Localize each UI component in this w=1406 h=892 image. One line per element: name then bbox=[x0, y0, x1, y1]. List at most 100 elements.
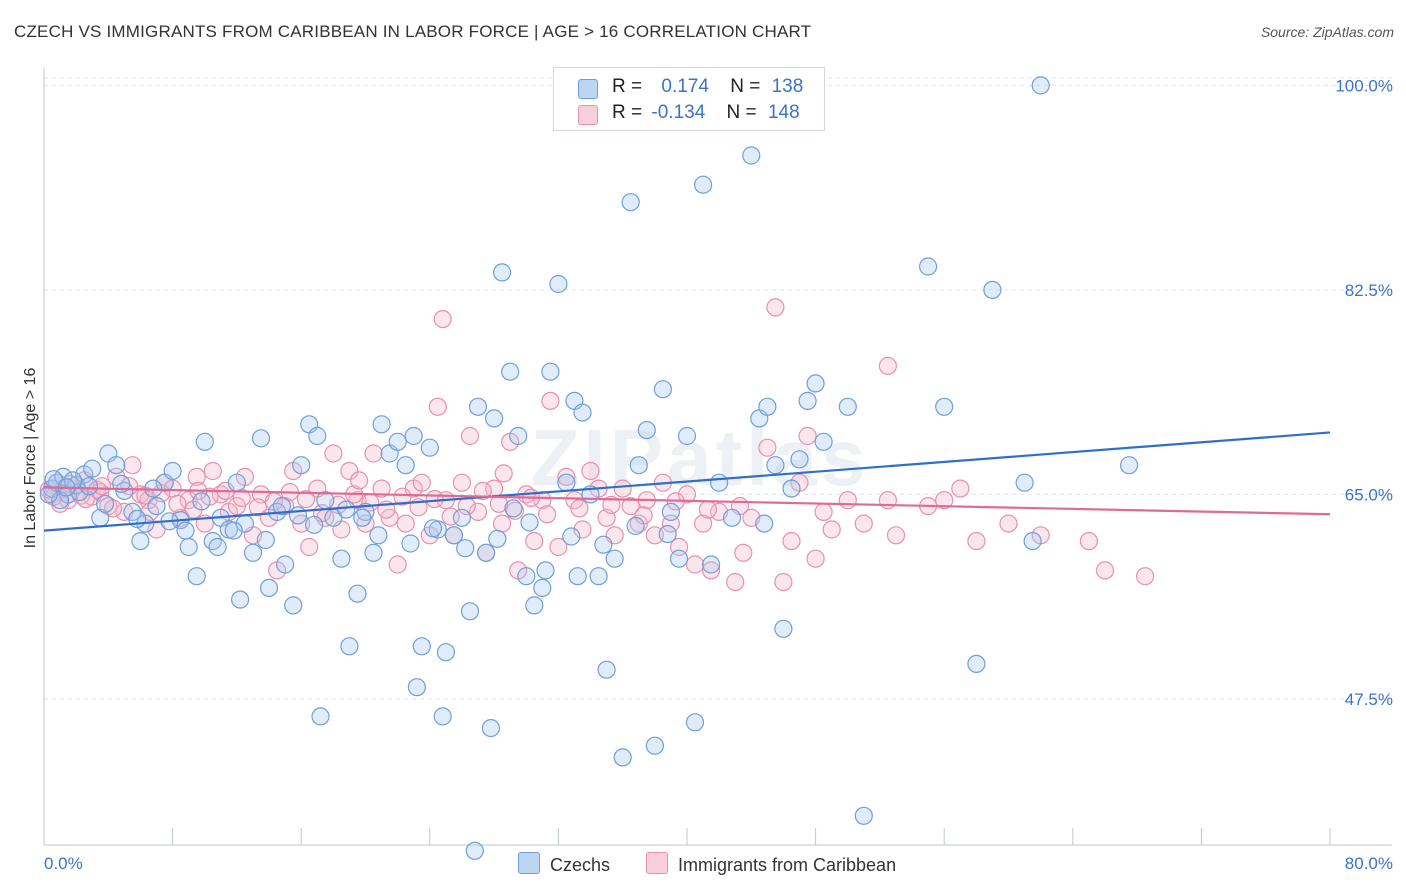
czech-point bbox=[224, 521, 243, 540]
czech-point bbox=[276, 555, 295, 574]
y-tick-label: 47.5% bbox=[1345, 690, 1393, 709]
caribbean-point bbox=[493, 514, 512, 533]
czech-point bbox=[1015, 473, 1034, 492]
caribbean-point bbox=[967, 531, 986, 551]
czech-point bbox=[573, 403, 592, 422]
caribbean-point bbox=[573, 520, 592, 539]
caribbean-point bbox=[570, 499, 589, 518]
caribbean-point bbox=[758, 438, 777, 457]
czech-point bbox=[311, 707, 330, 726]
caribbean-point bbox=[425, 490, 444, 509]
caribbean-point bbox=[428, 397, 447, 416]
legend-n-label: N = bbox=[730, 76, 761, 97]
correlation-legend: R = 0.174 N = 138 R = -0.134 N = 148 bbox=[553, 67, 825, 131]
chart-title: CZECH VS IMMIGRANTS FROM CARIBBEAN IN LA… bbox=[14, 22, 812, 41]
czech-point bbox=[709, 473, 729, 492]
caribbean-point bbox=[412, 473, 431, 492]
czech-point bbox=[372, 415, 391, 434]
czech-point bbox=[231, 590, 250, 609]
caribbean-point bbox=[433, 310, 452, 329]
caribbean-trend-line bbox=[43, 486, 1331, 516]
caribbean-point bbox=[1135, 567, 1155, 586]
caribbean-point bbox=[701, 561, 721, 580]
czech-point bbox=[420, 438, 439, 457]
legend-swatch-blue bbox=[578, 79, 598, 99]
czech-point bbox=[187, 567, 206, 586]
czech-point bbox=[658, 524, 677, 544]
caribbean-point bbox=[822, 520, 841, 539]
czech-point bbox=[742, 146, 761, 165]
caribbean-point bbox=[300, 537, 319, 557]
czech-point bbox=[332, 549, 351, 568]
caribbean-point bbox=[549, 537, 568, 557]
czech-point bbox=[348, 584, 367, 603]
czech-point bbox=[485, 409, 504, 428]
caribbean-point bbox=[324, 444, 343, 463]
caribbean-point bbox=[396, 514, 415, 533]
legend-r-value: -0.134 bbox=[651, 102, 706, 123]
caribbean-point bbox=[693, 514, 713, 533]
caribbean-point bbox=[364, 444, 383, 463]
czech-point bbox=[669, 549, 689, 568]
czech-point bbox=[533, 578, 552, 598]
caribbean-point bbox=[452, 473, 471, 492]
czech-point bbox=[481, 718, 500, 738]
trend-lines bbox=[43, 431, 1331, 532]
czech-point bbox=[557, 473, 576, 492]
caribbean-point bbox=[296, 490, 316, 509]
czech-point bbox=[806, 374, 825, 393]
caribbean-point bbox=[557, 467, 576, 486]
caribbean-point bbox=[340, 461, 359, 481]
legend-r-label: R = bbox=[612, 76, 643, 97]
caribbean-point bbox=[92, 477, 112, 496]
caribbean-point bbox=[203, 461, 222, 481]
y-axis-label: In Labor Force | Age > 16 bbox=[22, 368, 39, 549]
czech-point bbox=[452, 508, 471, 527]
caribbean-point bbox=[806, 549, 825, 568]
caribbean-point bbox=[734, 543, 753, 562]
caribbean-point bbox=[473, 481, 492, 500]
czech-point bbox=[288, 506, 308, 525]
czech-point bbox=[292, 456, 311, 475]
czech-point bbox=[243, 543, 263, 562]
bottom-legend-caribbean-label: Immigrants from Caribbean bbox=[678, 855, 897, 875]
czech-point bbox=[935, 397, 954, 416]
legend-swatch-pink bbox=[578, 105, 598, 125]
czech-trend-line bbox=[43, 431, 1331, 532]
caribbean-point bbox=[168, 494, 187, 513]
czech-point bbox=[83, 459, 102, 478]
caribbean-point bbox=[621, 497, 640, 516]
czech-point bbox=[626, 516, 645, 536]
czech-point bbox=[854, 806, 873, 825]
czech-point bbox=[605, 549, 624, 568]
czech-point bbox=[509, 426, 528, 446]
caribbean-point bbox=[581, 461, 600, 481]
czech-point bbox=[693, 175, 713, 194]
czech-point bbox=[388, 432, 407, 451]
caribbean-point bbox=[460, 426, 480, 446]
tick-labels: 47.5% 65.0% 82.5% 100.0% 0.0% 80.0% bbox=[44, 76, 1393, 873]
czech-point bbox=[353, 508, 372, 527]
czech-point bbox=[594, 535, 613, 554]
legend-r-value: 0.174 bbox=[661, 76, 709, 97]
caribbean-point bbox=[187, 467, 206, 486]
czech-points bbox=[39, 76, 1139, 860]
caribbean-point bbox=[999, 514, 1018, 533]
czech-point bbox=[444, 526, 463, 545]
czech-point bbox=[685, 713, 705, 732]
czech-point bbox=[967, 654, 986, 674]
czech-point bbox=[436, 643, 455, 662]
czech-point bbox=[637, 421, 656, 440]
czech-point bbox=[541, 362, 560, 381]
czech-point bbox=[256, 530, 275, 550]
czech-point bbox=[308, 426, 327, 446]
czech-point bbox=[460, 602, 480, 621]
czech-point bbox=[203, 531, 222, 551]
czech-point bbox=[369, 526, 388, 545]
czech-point bbox=[401, 534, 420, 553]
caribbean-point bbox=[1095, 561, 1115, 580]
caribbean-point bbox=[372, 479, 391, 498]
caribbean-point bbox=[854, 514, 873, 533]
y-tick-label: 65.0% bbox=[1345, 485, 1393, 504]
czech-point bbox=[404, 426, 423, 446]
